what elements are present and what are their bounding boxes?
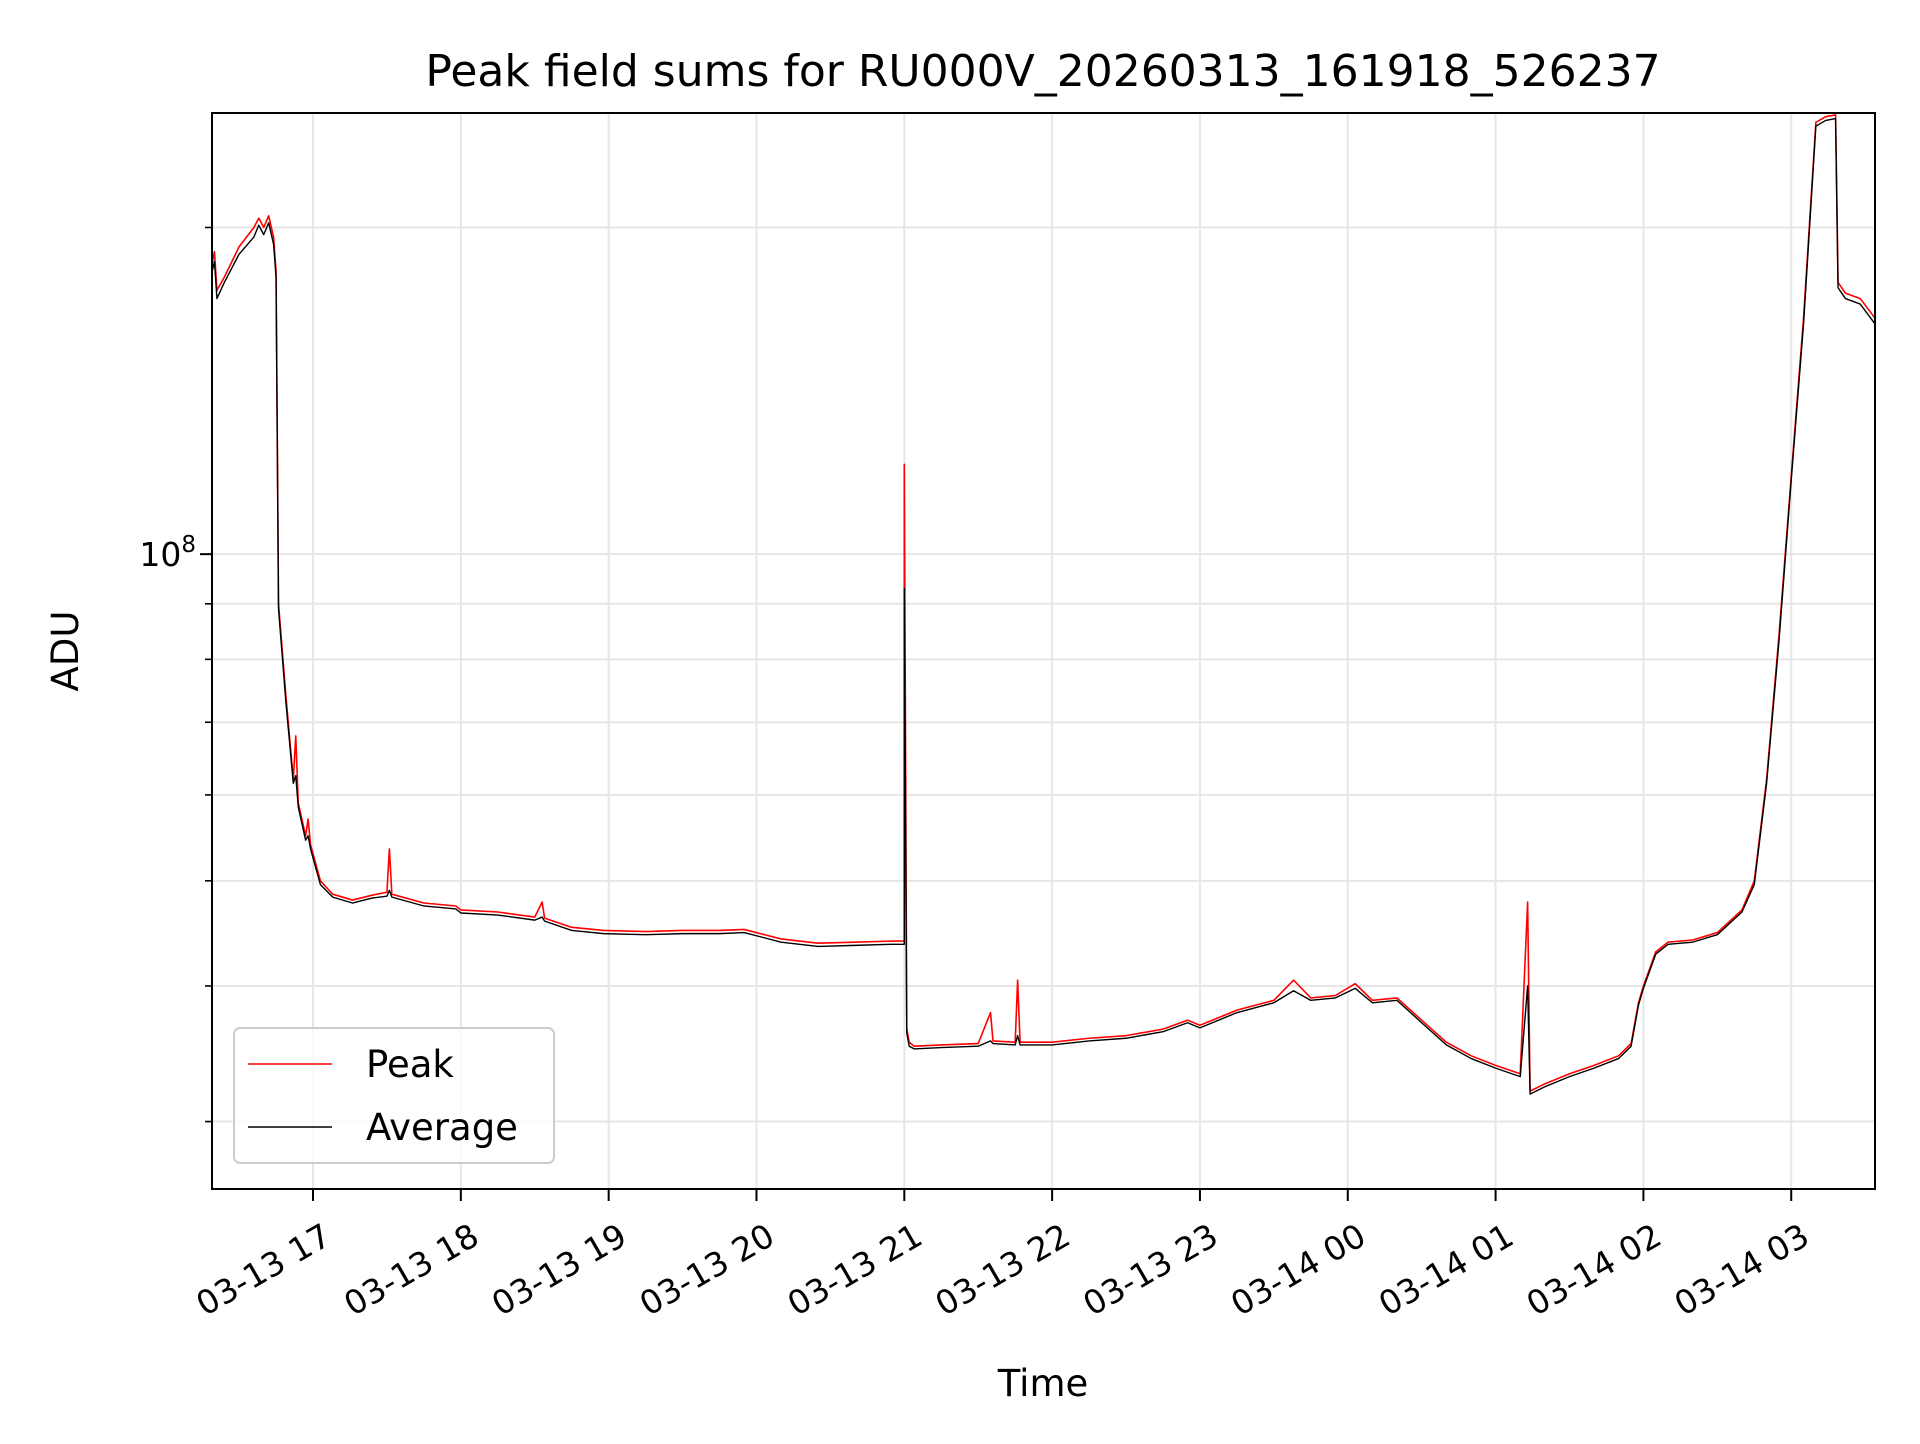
legend-label-average: Average	[366, 1106, 518, 1149]
series-line-average	[212, 117, 1875, 1095]
legend-label-peak: Peak	[366, 1043, 454, 1086]
series-lines	[212, 114, 1875, 1095]
chart-title: Peak field sums for RU000V_20260313_1619…	[425, 46, 1660, 97]
x-axis-label: Time	[997, 1362, 1089, 1405]
chart-legend: Peak Average	[233, 1027, 555, 1164]
legend-box	[233, 1027, 555, 1164]
grid-lines	[212, 113, 1875, 1189]
series-line-peak	[212, 114, 1875, 1092]
plot-area-frame	[211, 112, 1876, 1190]
y-axis-label: ADU	[44, 611, 87, 692]
y-tick-label: 108	[139, 532, 196, 574]
